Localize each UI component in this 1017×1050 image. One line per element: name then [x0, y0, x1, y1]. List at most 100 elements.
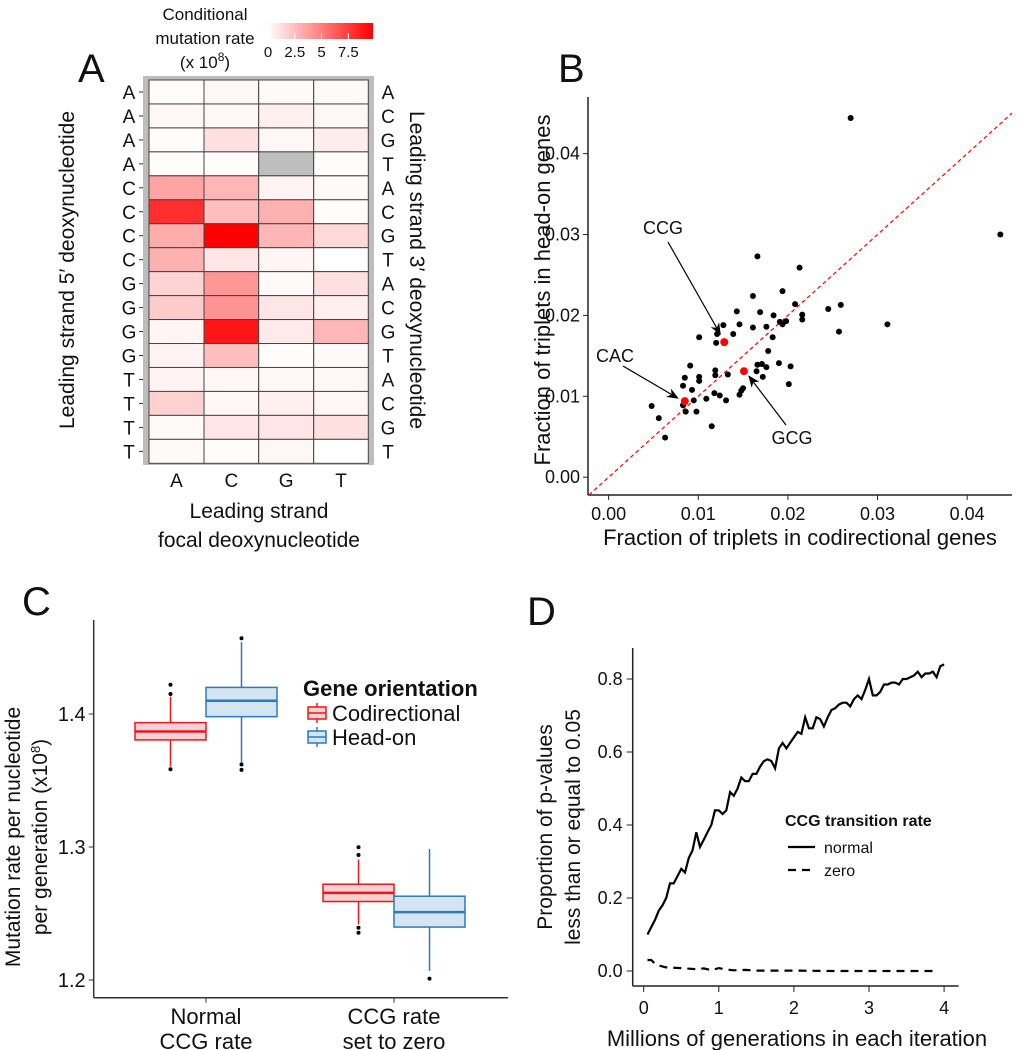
- heatmap-cell: [258, 366, 315, 392]
- row-label-3prime: A: [382, 179, 395, 200]
- heatmap-cell: [203, 343, 260, 368]
- heatmap-cell: [148, 247, 205, 273]
- row-label-3prime: G: [381, 131, 396, 152]
- y-tick-label: 0.0: [598, 961, 623, 981]
- scatter-point: [680, 382, 687, 389]
- scatter-point: [713, 339, 720, 346]
- line-panel: 0 1 2 3 4 0.0 0.2 0.4 0.6 0.8 CCG transition rate n…: [534, 648, 987, 1050]
- scatter-point: [688, 386, 695, 393]
- scatter-point: [763, 323, 770, 330]
- legend-label: Codirectional: [332, 701, 460, 726]
- scatter-point: [749, 324, 756, 331]
- scatter-panel: 0.00 0.01 0.02 0.03 0.04 0.00 0.01 0.02 0.03 0.04…: [530, 97, 1013, 550]
- heatmap-cell: [148, 79, 205, 105]
- box-outlier: [168, 767, 173, 772]
- scatter-point: [759, 373, 766, 380]
- row-label-3prime: A: [382, 83, 395, 104]
- heatmap-cell: [148, 390, 205, 416]
- row-label-5prime: A: [123, 131, 136, 152]
- scatter-point: [796, 264, 803, 271]
- heatmap-cell: [313, 151, 369, 177]
- y-tick-label: 0.03: [545, 225, 580, 245]
- legend-tick-label: 7.5: [338, 44, 359, 61]
- heatmap-cell: [258, 295, 315, 321]
- legend-title-part: (x 10: [180, 53, 218, 72]
- y-axis-title: Mutation rate per nucleotide: [2, 707, 25, 967]
- series-line-zero: [647, 958, 937, 973]
- scatter-point: [763, 364, 770, 371]
- panel-label-b: B: [558, 47, 585, 91]
- annotation-arrow: [622, 365, 679, 399]
- row-label-3prime: C: [381, 107, 395, 128]
- scatter-point: [765, 348, 772, 355]
- row-label-3prime: G: [381, 323, 396, 344]
- row-label-3prime: T: [382, 442, 394, 463]
- y-axis-title: less than or equal to 0.05: [562, 709, 585, 945]
- row-label-5prime: A: [123, 107, 136, 128]
- scatter-point: [997, 231, 1004, 238]
- scatter-point: [662, 434, 669, 441]
- row-label-3prime: A: [382, 275, 395, 296]
- row-label-5prime: T: [123, 418, 135, 439]
- heatmap-cell: [148, 366, 205, 392]
- y-tick-label: 0.4: [598, 815, 623, 835]
- heatmap-cell: [203, 247, 260, 273]
- column-label: C: [224, 471, 238, 492]
- scatter-point: [749, 293, 756, 299]
- y-tick-label: 0.02: [545, 305, 580, 325]
- scatter-point: [825, 305, 832, 312]
- y-axis-title: Fraction of triplets in head-on genes: [530, 115, 555, 466]
- legend-title-part: 8: [218, 50, 225, 64]
- scatter-point: [730, 331, 737, 338]
- heatmap-cell: [203, 151, 260, 177]
- heatmap-cell: [258, 390, 315, 416]
- heatmap-cell: [203, 103, 260, 129]
- scatter-point: [693, 408, 700, 415]
- scatter-point: [884, 321, 891, 328]
- heatmap-cell: [203, 175, 260, 201]
- scatter-point: [799, 316, 806, 323]
- heatmap-cell: [203, 199, 260, 225]
- scatter-point: [847, 115, 854, 122]
- heatmap-cell: [313, 271, 369, 297]
- scatter-point: [837, 301, 844, 308]
- scatter-point: [648, 403, 655, 410]
- heatmap-cell: [313, 343, 369, 368]
- row-label-5prime: C: [122, 203, 136, 224]
- legend-label: zero: [824, 863, 855, 880]
- x-tick-label: 2: [789, 998, 799, 1018]
- heatmap-cell: [148, 343, 205, 368]
- scatter-point: [655, 415, 662, 422]
- box: [205, 686, 278, 718]
- legend-title: (x 108): [180, 50, 230, 72]
- scatter-point: [758, 360, 765, 367]
- row-label-3prime: C: [381, 299, 395, 320]
- y-tick-label: 0.00: [545, 467, 580, 487]
- box-outlier: [168, 692, 173, 697]
- column-label: T: [335, 471, 347, 492]
- x-tick-label: set to zero: [343, 1029, 446, 1050]
- x-tick-label: 0.00: [591, 504, 626, 524]
- row-label-3prime: T: [382, 251, 394, 272]
- heatmap-cell: [203, 127, 260, 153]
- row-label-3prime: G: [381, 418, 396, 439]
- row-label-3prime: T: [382, 155, 394, 176]
- box-outlier: [356, 925, 361, 930]
- heatmap-cell: [258, 247, 315, 273]
- legend-label: Head-on: [332, 725, 416, 750]
- row-label-5prime: C: [122, 179, 136, 200]
- scatter-point: [712, 367, 719, 374]
- heatmap-cell: [148, 319, 205, 345]
- heatmap-cell: [313, 223, 369, 249]
- scatter-point: [711, 390, 718, 397]
- heatmap-cell: [258, 414, 315, 440]
- heatmap-cell: [313, 247, 369, 273]
- legend-title: CCG transition rate: [785, 813, 932, 830]
- heatmap-cell: [148, 199, 205, 225]
- row-label-5prime: T: [123, 442, 135, 463]
- annotation-label: CAC: [596, 346, 634, 366]
- heatmap-cell: [258, 343, 315, 368]
- row-label-3prime: T: [382, 346, 394, 367]
- color-legend-bar: [268, 23, 373, 39]
